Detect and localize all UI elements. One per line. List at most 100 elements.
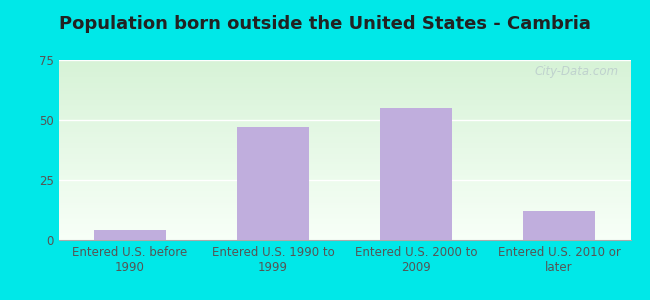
Bar — [58, 216, 630, 217]
Bar — [58, 152, 630, 153]
Bar — [58, 88, 630, 89]
Bar — [58, 69, 630, 70]
Bar — [58, 130, 630, 131]
Bar — [58, 103, 630, 104]
Bar — [58, 97, 630, 98]
Bar — [58, 149, 630, 150]
Bar — [58, 102, 630, 103]
Bar — [58, 192, 630, 193]
Bar — [58, 135, 630, 136]
Bar — [58, 228, 630, 229]
Bar — [58, 217, 630, 218]
Bar — [58, 178, 630, 179]
Bar — [58, 203, 630, 204]
Bar — [58, 120, 630, 121]
Bar — [58, 160, 630, 161]
Bar — [58, 99, 630, 100]
Bar — [58, 150, 630, 151]
Bar — [58, 164, 630, 165]
Bar — [58, 212, 630, 213]
Bar — [58, 115, 630, 116]
Text: Population born outside the United States - Cambria: Population born outside the United State… — [59, 15, 591, 33]
Bar — [523, 211, 595, 240]
Bar — [58, 75, 630, 76]
Bar — [58, 119, 630, 120]
Bar — [58, 186, 630, 187]
Bar — [58, 218, 630, 219]
Bar — [58, 95, 630, 96]
Bar — [58, 109, 630, 110]
Bar — [58, 72, 630, 73]
Bar — [58, 105, 630, 106]
Bar — [58, 136, 630, 137]
Bar — [58, 156, 630, 157]
Bar — [58, 175, 630, 176]
Bar — [58, 189, 630, 190]
Bar — [58, 142, 630, 143]
Bar — [58, 139, 630, 140]
Bar — [58, 195, 630, 196]
Bar — [58, 111, 630, 112]
Bar — [58, 190, 630, 191]
Bar — [58, 108, 630, 109]
Bar — [58, 80, 630, 81]
Bar — [58, 76, 630, 77]
Bar — [58, 200, 630, 201]
Bar — [58, 231, 630, 232]
Bar — [58, 196, 630, 197]
Bar — [58, 98, 630, 99]
Bar — [58, 82, 630, 83]
Bar — [94, 230, 166, 240]
Bar — [58, 137, 630, 138]
Bar — [58, 66, 630, 67]
Bar — [58, 197, 630, 198]
Bar — [58, 183, 630, 184]
Bar — [58, 133, 630, 134]
Bar — [58, 63, 630, 64]
Bar — [58, 227, 630, 228]
Bar — [58, 237, 630, 238]
Bar — [58, 206, 630, 207]
Bar — [58, 134, 630, 135]
Bar — [58, 100, 630, 101]
Bar — [58, 153, 630, 154]
Bar — [58, 79, 630, 80]
Bar — [58, 166, 630, 167]
Bar — [58, 161, 630, 162]
Bar — [58, 220, 630, 221]
Bar — [58, 73, 630, 74]
Bar — [58, 112, 630, 113]
Bar — [58, 61, 630, 62]
Bar — [58, 106, 630, 107]
Bar — [58, 117, 630, 118]
Bar — [58, 132, 630, 133]
Bar — [58, 71, 630, 72]
Bar — [58, 74, 630, 75]
Bar — [58, 210, 630, 211]
Bar — [58, 140, 630, 141]
Bar — [58, 168, 630, 169]
Bar — [58, 167, 630, 168]
Bar — [58, 89, 630, 90]
Bar — [58, 78, 630, 79]
Bar — [58, 87, 630, 88]
Bar — [58, 185, 630, 186]
Bar — [58, 194, 630, 195]
Bar — [58, 229, 630, 230]
Bar — [58, 118, 630, 119]
Bar — [58, 90, 630, 91]
Bar — [58, 211, 630, 212]
Bar — [58, 238, 630, 239]
Bar — [58, 214, 630, 215]
Bar — [58, 121, 630, 122]
Bar — [58, 173, 630, 174]
Bar — [58, 154, 630, 155]
Bar — [58, 65, 630, 66]
Bar — [58, 83, 630, 84]
Bar — [58, 209, 630, 210]
Bar — [58, 148, 630, 149]
Bar — [58, 146, 630, 147]
Bar — [58, 125, 630, 126]
Bar — [58, 208, 630, 209]
Bar — [58, 184, 630, 185]
